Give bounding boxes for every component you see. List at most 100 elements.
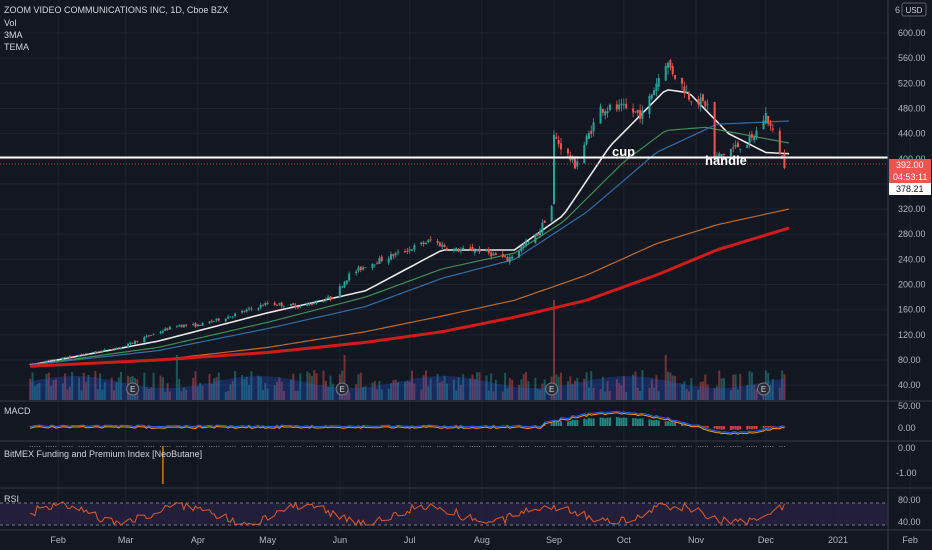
candle-body (331, 298, 334, 299)
macd-histogram-bar (215, 425, 218, 426)
candle-body (322, 301, 325, 303)
volume-bar (80, 390, 83, 400)
candle-body (390, 254, 393, 260)
candle-body (590, 130, 593, 134)
bitmex-dot (770, 446, 771, 447)
macd-histogram-bar (750, 426, 753, 430)
macd-histogram-bar (683, 423, 686, 426)
volume-bar (476, 372, 479, 400)
candle-body (359, 266, 362, 271)
volume-bar (411, 370, 413, 400)
volume-bar (541, 383, 544, 400)
bitmex-dot (404, 446, 406, 447)
bitmex-dot (576, 446, 578, 447)
bitmex-dot (309, 446, 311, 447)
currency-badge[interactable] (901, 2, 927, 17)
macd-histogram-bar (664, 421, 667, 426)
candle-body (657, 77, 660, 87)
candle-body (592, 122, 595, 132)
y-tick-label: 440.00 (898, 129, 926, 139)
macd-histogram-bar (783, 426, 786, 427)
indicator-vol[interactable]: Vol (4, 18, 17, 28)
bitmex-dot (702, 446, 704, 447)
candle-body (422, 242, 425, 245)
volume-bar (52, 380, 55, 400)
bitmex-dot (323, 446, 324, 447)
candle-body (103, 349, 106, 351)
candle-body (180, 324, 183, 327)
bitmex-dot (409, 446, 411, 447)
macd-histogram-bar (583, 418, 586, 426)
bitmex-dot (455, 446, 457, 447)
volume-bar (490, 373, 493, 400)
macd-histogram-bar (397, 425, 399, 427)
volume-bar (159, 375, 162, 400)
candle-body (201, 322, 204, 326)
bitmex-dot (616, 446, 618, 447)
candle-body (543, 220, 546, 223)
macd-histogram-bar (518, 425, 521, 427)
volume-bar (64, 373, 67, 400)
volume-bar (168, 391, 171, 400)
volume-bar (266, 388, 269, 400)
volume-bar (192, 377, 195, 400)
bitmex-dot (779, 446, 781, 447)
candle-body (518, 250, 521, 258)
y-tick-label: 240.00 (898, 254, 926, 264)
macd-histogram-bar (427, 425, 430, 427)
candle-body (82, 354, 85, 355)
rsi-pane-title[interactable]: RSI (4, 494, 19, 504)
candle-body (194, 323, 197, 327)
volume-bar (308, 373, 311, 400)
candle-body (45, 360, 48, 363)
volume-bar (113, 390, 116, 400)
macd-histogram-bar (36, 425, 39, 427)
bitmex-dot (544, 446, 546, 447)
bitmex-dot (746, 446, 748, 447)
indicator-tema[interactable]: TEMA (4, 42, 29, 52)
y-tick-label: 480.00 (898, 103, 926, 113)
bitmex-dot (506, 446, 508, 447)
bitmex-dot (607, 446, 608, 447)
indicator-3ma[interactable]: 3MA (4, 30, 23, 40)
candle-body (289, 304, 292, 306)
macd-signal-line (30, 412, 785, 435)
volume-bar (120, 371, 123, 400)
macd-histogram-bar (604, 418, 607, 426)
macd-histogram-bar (601, 417, 604, 426)
volume-bar (161, 377, 164, 400)
volume-bar (445, 383, 448, 400)
candle-body (671, 66, 674, 75)
bitmex-dot (441, 446, 443, 447)
macd-pane-title[interactable]: MACD (4, 406, 31, 416)
volume-bar (701, 381, 704, 400)
earnings-marker-label: E (130, 385, 135, 394)
macd-histogram-bar (341, 426, 344, 427)
volume-bar (245, 376, 248, 400)
volume-bar (210, 383, 213, 400)
bitmex-dot (34, 446, 36, 447)
macd-histogram-bar (574, 420, 576, 426)
bitmex-pane-title[interactable]: BitMEX Funding and Premium Index [NeoBut… (4, 449, 202, 459)
candle-body (690, 101, 693, 103)
candle-body (392, 254, 395, 257)
bitmex-dot (381, 446, 383, 447)
candle-body (131, 342, 134, 344)
candle-body (750, 134, 753, 138)
bitmex-dot (469, 446, 471, 447)
macd-histogram-bar (641, 418, 644, 426)
volume-bar (82, 372, 85, 400)
candle-body (315, 302, 318, 304)
bitmex-dot (520, 446, 522, 447)
candle-body (494, 253, 497, 256)
candle-body (266, 302, 269, 304)
volume-bar (427, 386, 430, 400)
volume-bar (33, 386, 36, 400)
bitmex-dot (248, 446, 250, 447)
bitmex-dot (85, 446, 87, 447)
earnings-marker (126, 382, 140, 396)
volume-bar (96, 389, 99, 400)
bitmex-dot (700, 446, 702, 447)
volume-bar (681, 384, 684, 400)
bitmex-dot (99, 446, 101, 447)
